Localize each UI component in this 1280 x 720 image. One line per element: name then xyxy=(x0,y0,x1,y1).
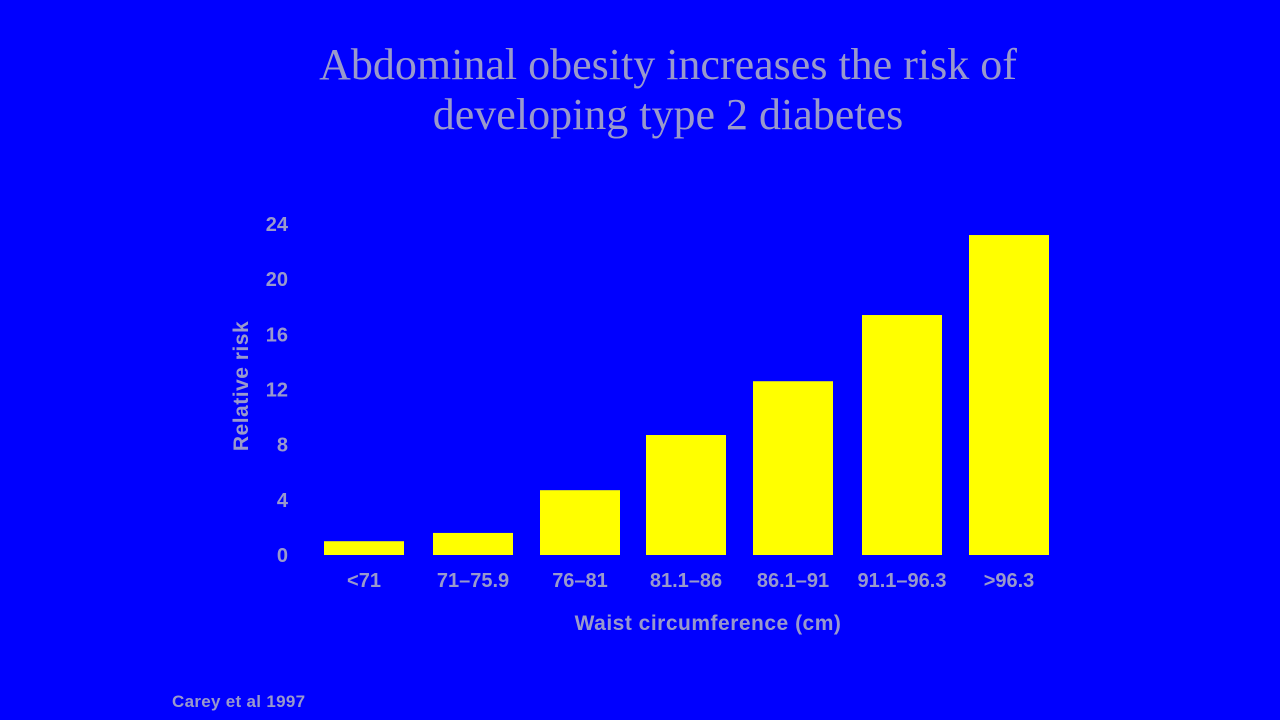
x-category-label: 81.1–86 xyxy=(650,570,722,592)
slide-title-line-1: Abdominal obesity increases the risk of xyxy=(319,40,1017,89)
x-category-label: 76–81 xyxy=(552,570,608,592)
citation: Carey et al 1997 xyxy=(172,692,306,711)
bar xyxy=(646,435,726,555)
x-category-label: 71–75.9 xyxy=(437,570,509,592)
slide-title-line-2: developing type 2 diabetes xyxy=(432,90,904,139)
y-tick-label: 0 xyxy=(277,545,288,567)
slide-title: Abdominal obesity increases the risk of … xyxy=(0,40,1280,140)
y-tick-label: 20 xyxy=(266,269,288,291)
y-tick-label: 8 xyxy=(277,435,288,457)
y-tick-label: 4 xyxy=(277,490,289,512)
x-category-label: >96.3 xyxy=(984,570,1035,592)
bar xyxy=(862,315,942,555)
bar xyxy=(540,490,620,555)
bar xyxy=(324,541,404,555)
bar xyxy=(433,532,513,555)
y-tick-label: 12 xyxy=(266,380,288,402)
x-axis-label: Waist circumference (cm) xyxy=(575,612,842,635)
bars xyxy=(324,235,1049,556)
x-category-label: <71 xyxy=(347,570,381,592)
bar xyxy=(753,381,833,555)
y-tick-label: 16 xyxy=(266,324,288,346)
y-tick-label: 24 xyxy=(266,214,289,236)
y-axis-label: Relative risk xyxy=(230,321,253,451)
x-axis-categories: <71 71–75.9 76–81 81.1–86 86.1–91 91.1–96.3 >9… xyxy=(347,570,1034,592)
x-category-label: 86.1–91 xyxy=(757,570,829,592)
y-axis-ticks: 0 4 8 12 16 20 24 xyxy=(266,214,289,567)
bar xyxy=(969,235,1049,556)
x-category-label: 91.1–96.3 xyxy=(858,570,947,592)
